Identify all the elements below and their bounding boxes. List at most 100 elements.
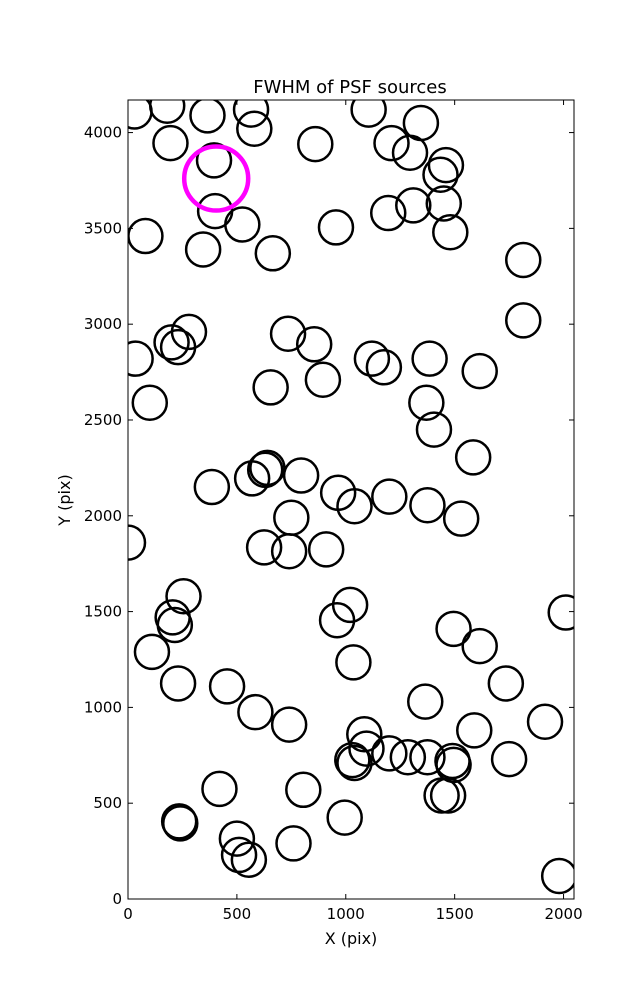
psf-source-marker [269, 315, 307, 353]
psf-source-marker [435, 610, 472, 648]
psf-source-marker [254, 235, 292, 272]
plot-frame [127, 99, 575, 900]
psf-source-marker [170, 313, 208, 351]
psf-source-marker [148, 100, 186, 124]
psf-source-marker [432, 213, 469, 251]
psf-source-marker [208, 668, 246, 705]
psf-source-marker [152, 124, 189, 162]
psf-source-marker [408, 384, 445, 421]
psf-source-marker [318, 601, 356, 639]
psf-source-marker [350, 100, 387, 128]
chart-title: FWHM of PSF sources [253, 77, 447, 98]
psf-source-marker [195, 142, 233, 179]
y-tick-label: 1500 [84, 603, 122, 621]
x-tick-label: 0 [123, 905, 133, 923]
y-tick-label: 1000 [84, 698, 122, 716]
psf-source-marker [461, 627, 498, 665]
data-points [128, 100, 574, 895]
highlighted-source-marker [181, 144, 251, 213]
psf-source-marker [193, 468, 231, 506]
psf-source-marker [317, 209, 355, 246]
psf-source-marker [128, 217, 164, 255]
psf-source-marker [423, 777, 460, 814]
psf-source-marker [128, 340, 154, 377]
y-tick-label: 3000 [84, 315, 122, 333]
psf-source-marker [422, 156, 459, 193]
psf-source-marker [335, 644, 372, 681]
x-axis-label: X (pix) [325, 929, 378, 948]
psf-source-marker [371, 478, 408, 515]
psf-source-marker [348, 730, 385, 767]
psf-source-marker [456, 712, 493, 749]
psf-source-marker [547, 594, 574, 631]
x-tick-label: 2000 [544, 905, 582, 923]
psf-source-marker [246, 451, 284, 489]
psf-source-marker [232, 100, 270, 128]
psf-source-marker [131, 384, 169, 421]
psf-source-marker [270, 532, 308, 570]
psf-source-marker [252, 369, 289, 406]
psf-source-marker [371, 735, 408, 772]
psf-source-marker [326, 799, 363, 836]
psf-source-marker [304, 361, 342, 398]
psf-source-marker [237, 693, 274, 731]
psf-source-marker [218, 820, 256, 857]
psf-source-marker [189, 100, 226, 134]
psf-source-marker [395, 187, 432, 224]
psf-source-marker [454, 439, 492, 476]
psf-source-marker [461, 352, 498, 390]
y-tick-label: 3500 [84, 219, 122, 237]
psf-source-marker [407, 683, 444, 720]
x-tick-label: 500 [223, 905, 252, 923]
psf-source-marker [409, 738, 446, 776]
psf-source-marker [490, 740, 528, 778]
psf-source-marker [365, 349, 403, 386]
psf-source-marker [220, 836, 258, 874]
psf-source-marker [391, 134, 429, 171]
psf-source-marker [429, 777, 467, 814]
psf-source-marker [505, 241, 542, 279]
psf-source-marker [336, 744, 373, 782]
psf-source-marker [505, 302, 542, 339]
psf-source-marker [487, 665, 525, 702]
psf-source-marker [346, 715, 383, 753]
psf-source-marker [353, 340, 391, 377]
psf-source-marker [442, 500, 480, 537]
psf-source-marker [295, 326, 333, 363]
x-tick-label: 1000 [327, 905, 365, 923]
psf-source-marker [159, 665, 197, 702]
psf-source-marker [369, 194, 407, 232]
psf-source-marker [153, 324, 190, 361]
psf-source-marker [425, 185, 463, 222]
psf-source-marker [133, 633, 171, 671]
psf-source-marker [273, 499, 310, 536]
y-tick-label: 0 [112, 890, 122, 908]
psf-source-marker [373, 124, 410, 162]
psf-source-marker [427, 146, 465, 184]
psf-source-marker [540, 857, 574, 895]
psf-source-marker [285, 771, 322, 809]
axis-ticks: 0 500 1000 1500 2000 0 500 1000 1500 2000 2500 3000… [84, 100, 583, 923]
psf-source-marker [336, 487, 373, 525]
psf-source-marker [233, 460, 271, 497]
y-tick-label: 2000 [84, 507, 122, 525]
psf-source-marker [409, 486, 446, 524]
psf-source-marker [165, 578, 202, 615]
psf-source-marker [411, 340, 448, 377]
y-tick-label: 500 [93, 794, 122, 812]
psf-source-marker [270, 706, 308, 743]
psf-source-marker [162, 805, 199, 842]
psf-source-marker [156, 606, 194, 644]
psf-source-marker [184, 231, 222, 268]
y-tick-label: 4000 [84, 124, 122, 142]
psf-source-marker [415, 411, 453, 448]
psf-source-marker [245, 529, 283, 566]
psf-source-marker [128, 524, 147, 561]
x-tick-label: 1500 [436, 905, 474, 923]
psf-source-marker [236, 110, 273, 147]
psf-source-marker [224, 206, 261, 243]
psf-source-marker [526, 703, 564, 741]
psf-source-marker [201, 770, 238, 808]
psf-source-marker [389, 738, 427, 776]
psf-source-marker [275, 825, 312, 862]
